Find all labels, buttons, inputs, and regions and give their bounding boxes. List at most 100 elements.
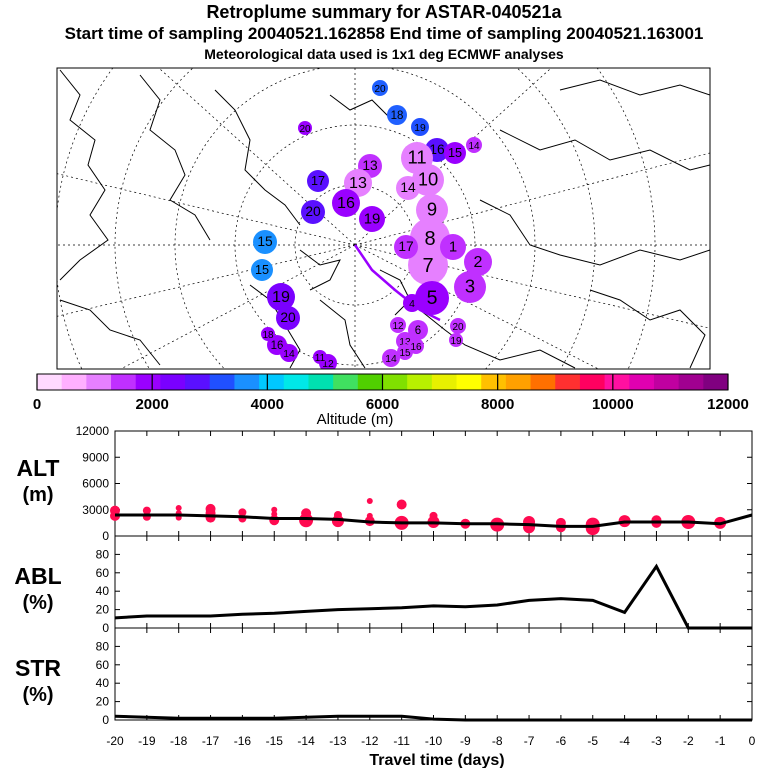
alt-point: [585, 517, 600, 532]
y-tick-label: 20: [96, 695, 110, 709]
colorbar-swatch: [530, 374, 556, 390]
time-series-panels: 030006000900012000ALT(m)020406080ABL(%)0…: [14, 424, 755, 748]
plume-cluster-label: 2: [474, 253, 483, 271]
plume-cluster-marker: [382, 349, 400, 367]
colorbar-swatch: [259, 374, 285, 390]
alt-point: [301, 508, 312, 519]
alt-point: [651, 515, 662, 526]
x-tick-label: -18: [170, 734, 188, 748]
x-tick-label: -3: [651, 734, 662, 748]
plume-cluster-label: 14: [283, 349, 295, 360]
plume-cluster-label: 19: [272, 288, 290, 306]
plume-cluster-label: 3: [465, 276, 475, 297]
colorbar-tick-label: 10000: [592, 396, 634, 413]
x-tick-label: -13: [329, 734, 347, 748]
x-tick-label: -8: [492, 734, 503, 748]
colorbar-swatch: [481, 374, 507, 390]
panel-label: STR: [15, 655, 61, 681]
colorbar-tick-label: 4000: [251, 396, 284, 413]
colorbar-swatch: [505, 374, 532, 390]
x-tick-label: -11: [393, 734, 410, 748]
panel-unit: (%): [22, 684, 53, 706]
colorbar-swatch: [135, 374, 161, 390]
plume-cluster-label: 20: [305, 204, 321, 219]
sampling-times: Start time of sampling 20040521.162858 E…: [64, 24, 704, 43]
plume-cluster-label: 20: [452, 322, 464, 333]
alt-point: [429, 511, 438, 520]
plume-cluster-marker: [394, 235, 418, 259]
chart-title: Retroplume summary for ASTAR-040521a: [206, 2, 562, 22]
y-tick-label: 60: [96, 658, 110, 672]
plume-cluster-marker: [307, 170, 329, 192]
alt-point: [366, 498, 373, 504]
panel-abl: 0 20 40 60 80 ABL (%): [14, 535, 753, 635]
x-tick-label: -10: [425, 734, 443, 748]
colorbar-tick-label: 8000: [481, 396, 514, 413]
plume-cluster-label: 9: [427, 199, 437, 220]
colorbar-swatch: [111, 374, 137, 390]
colorbar-tick-label: 0: [33, 396, 41, 413]
alt-point: [396, 499, 407, 510]
colorbar-swatch: [629, 374, 655, 390]
plume-cluster-label: 12: [392, 321, 404, 332]
colorbar-swatch: [407, 374, 433, 390]
x-tick-label: -4: [619, 734, 630, 748]
plume-cluster-marker: [372, 80, 388, 96]
alt-point: [271, 506, 278, 513]
plume-cluster-label: 15: [255, 263, 269, 277]
plume-cluster-label: 16: [271, 340, 284, 352]
y-tick-label: 0: [102, 713, 109, 727]
panel-frame: [114, 535, 753, 629]
alt-point: [366, 512, 373, 519]
x-tick-label: -19: [138, 734, 156, 748]
plume-cluster-marker: [440, 234, 466, 260]
plume-cluster-label: 10: [418, 169, 438, 190]
plume-cluster-label: 11: [315, 353, 326, 364]
alt-point: [110, 505, 120, 516]
str-series-line: [114, 714, 752, 722]
plume-cluster-marker: [280, 344, 298, 362]
alt-median-line: [115, 513, 753, 528]
panel-str: 0 20 40 60 80 STR (%): [15, 627, 753, 727]
colorbar-swatch: [185, 374, 211, 390]
plume-cluster-label: 5: [427, 287, 438, 309]
abl-series-line: [114, 563, 752, 630]
plume-cluster-marker: [332, 189, 360, 217]
x-tick-label: 0: [749, 734, 756, 748]
plume-cluster-label: 18: [391, 110, 404, 122]
colorbar-swatch: [431, 374, 458, 390]
x-tick-label: -6: [556, 734, 567, 748]
plume-cluster-marker: [301, 200, 325, 224]
met-data-note: Meteorological data used is 1x1 deg ECMW…: [204, 46, 564, 62]
y-tick-label: 0: [102, 529, 109, 543]
colorbar-swatch: [555, 374, 581, 390]
panel-frame: [114, 627, 753, 721]
plume-cluster-marker: [415, 281, 449, 315]
plume-cluster-marker: [416, 194, 448, 226]
x-tick-label: -17: [202, 734, 220, 748]
y-tick-label: 6000: [82, 477, 109, 491]
plume-cluster-marker: [411, 118, 429, 136]
colorbar-swatch: [604, 374, 630, 390]
plume-cluster-marker: [466, 137, 482, 153]
panel-unit: (%): [22, 592, 53, 614]
plume-cluster-marker: [390, 317, 406, 333]
plume-cluster-marker: [313, 350, 327, 364]
plume-cluster-label: 14: [385, 354, 397, 365]
colorbar-swatch: [456, 374, 482, 390]
colorbar-swatch: [308, 374, 334, 390]
x-tick-label: -1: [715, 734, 726, 748]
plume-cluster-label: 19: [414, 123, 426, 134]
colorbar-swatch: [61, 374, 87, 390]
plume-cluster-label: 20: [280, 310, 296, 325]
y-tick-label: 12000: [76, 424, 110, 438]
plume-cluster-label: 6: [415, 325, 421, 337]
panel-label: ALT: [16, 455, 59, 481]
panel-label: ABL: [14, 563, 61, 589]
y-tick-label: 20: [96, 603, 110, 617]
plume-cluster-label: 18: [262, 330, 274, 341]
plume-cluster-label: 16: [410, 342, 422, 353]
plume-cluster-marker: [276, 306, 300, 330]
plume-cluster-label: 12: [322, 359, 334, 370]
